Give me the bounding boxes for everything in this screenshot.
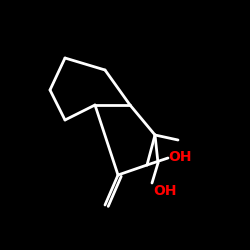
- Text: OH: OH: [168, 150, 192, 164]
- Text: OH: OH: [153, 184, 176, 198]
